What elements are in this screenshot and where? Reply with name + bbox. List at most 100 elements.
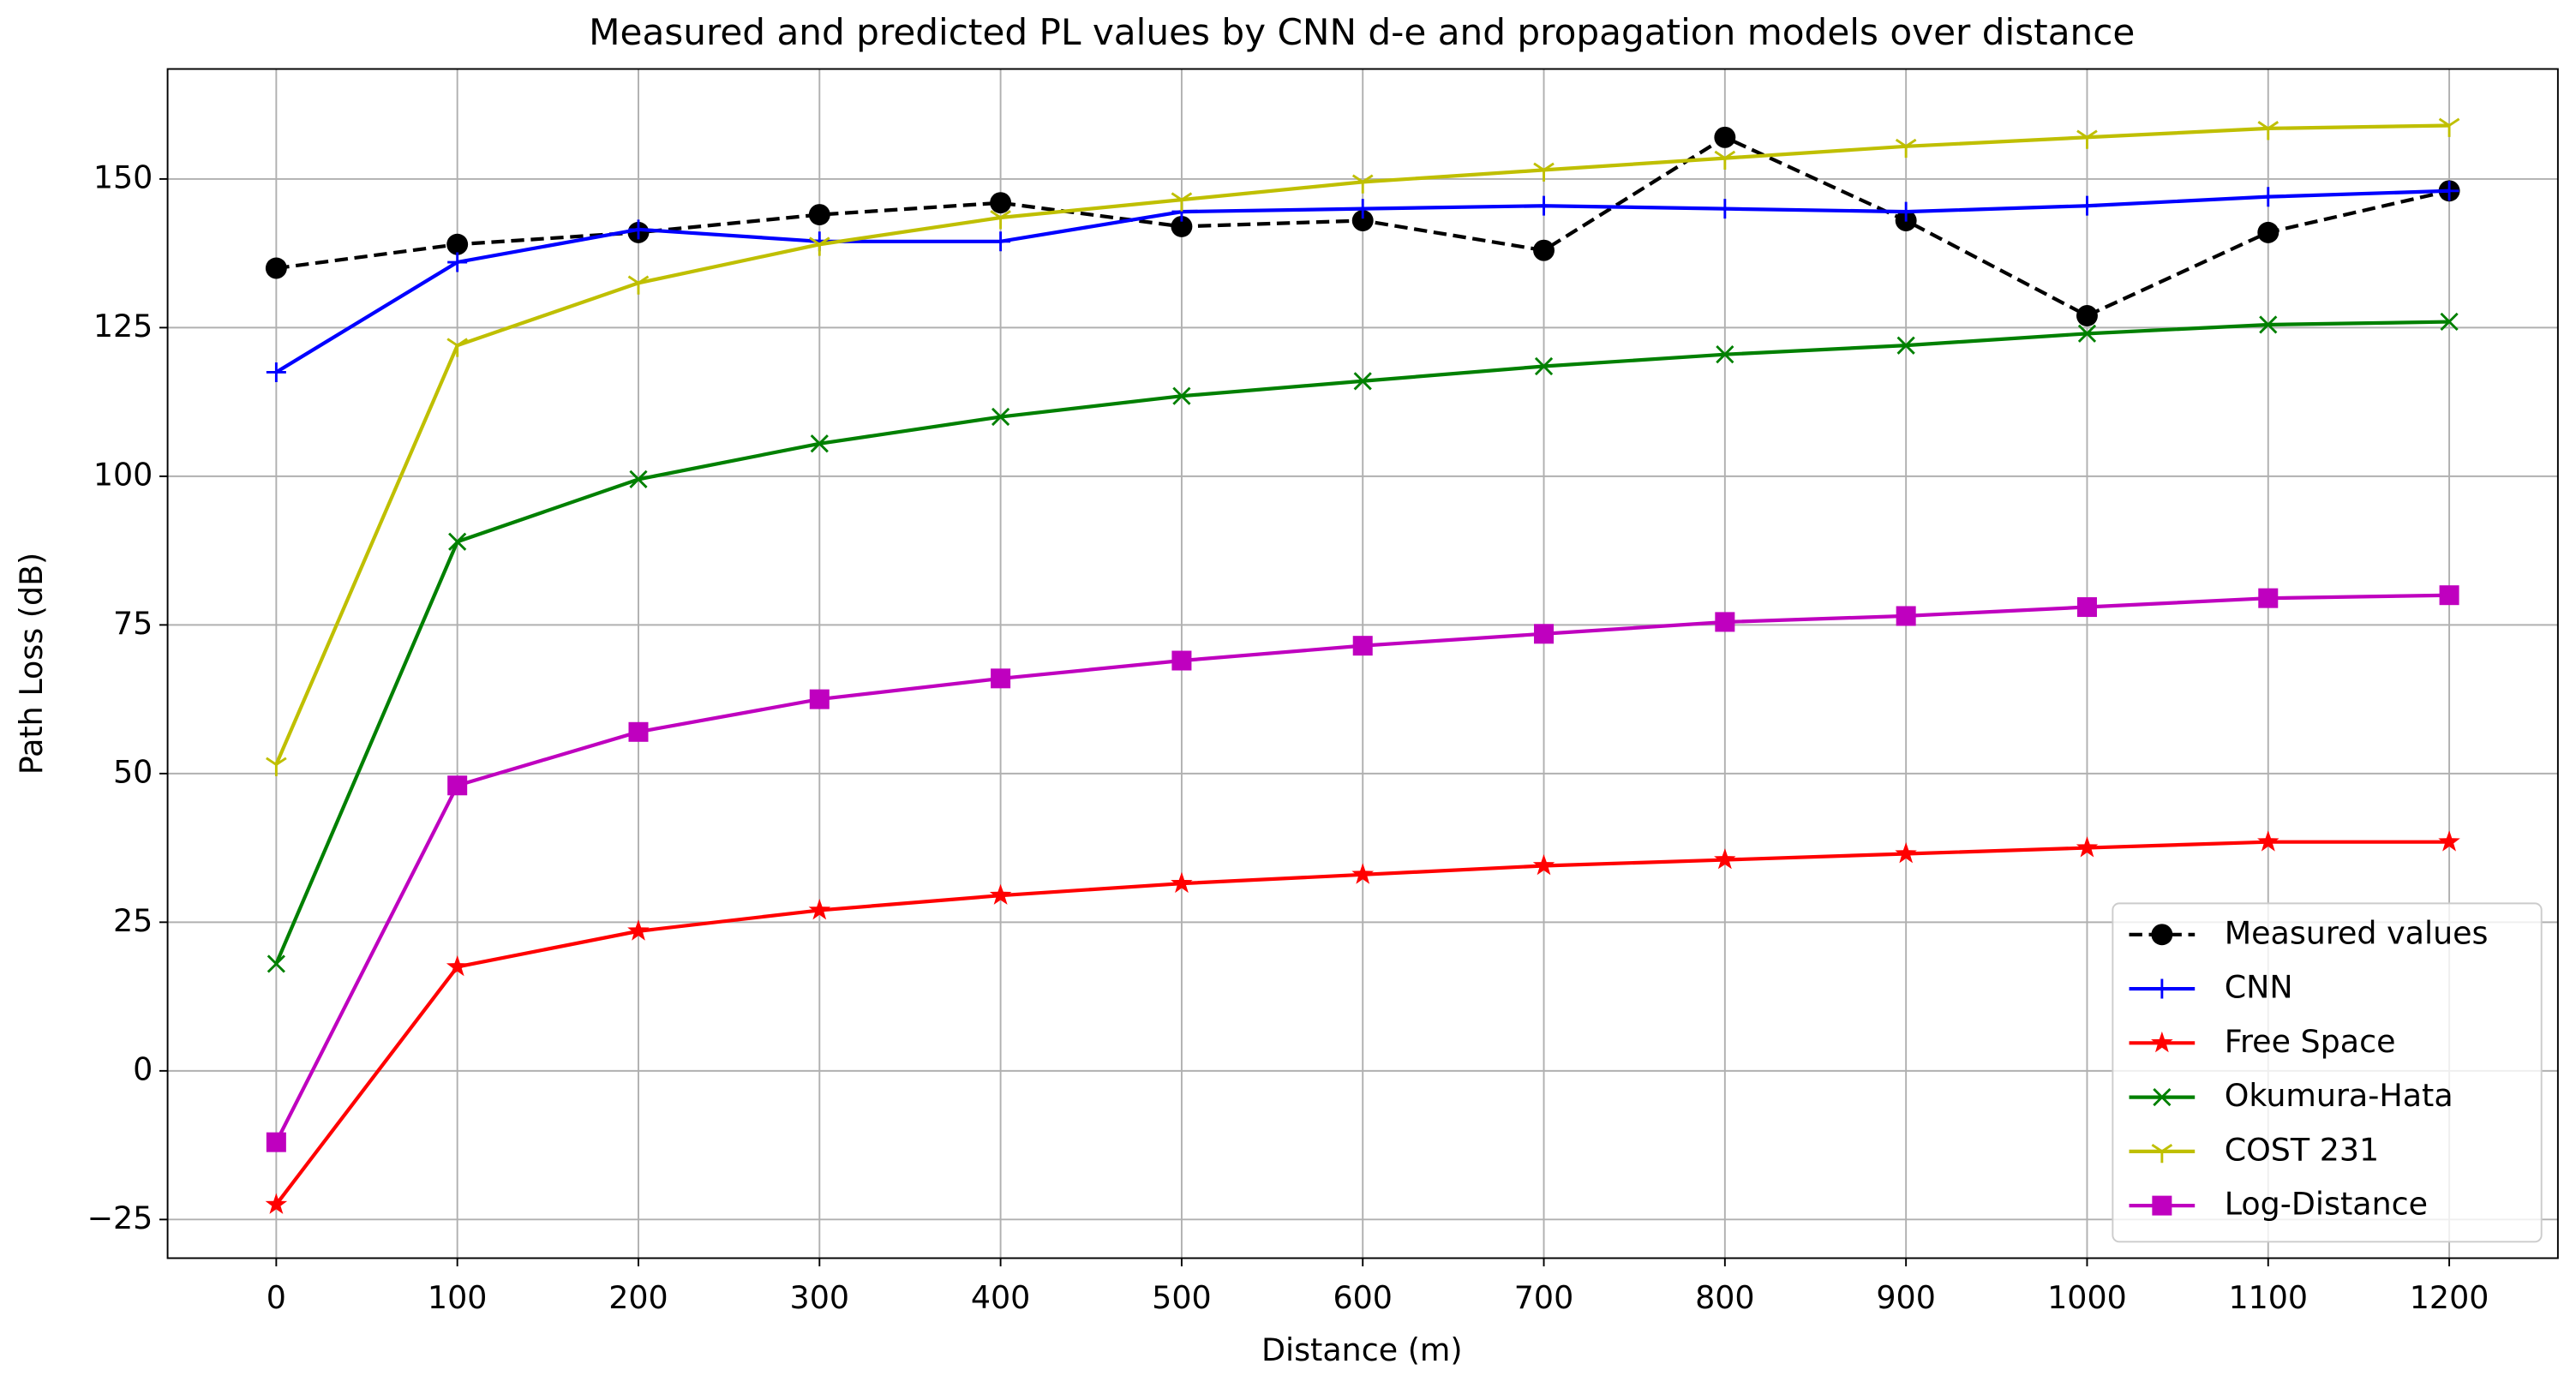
x-tick-label: 1000	[2047, 1279, 2127, 1316]
marker	[2076, 305, 2098, 326]
marker	[1171, 215, 1193, 237]
marker	[2438, 830, 2460, 852]
marker	[267, 954, 285, 973]
marker	[1716, 345, 1734, 364]
marker	[809, 689, 830, 709]
marker	[1714, 126, 1736, 148]
marker	[447, 252, 468, 272]
marker	[990, 192, 1012, 214]
marker	[1896, 606, 1916, 626]
x-tick-label: 800	[1695, 1279, 1755, 1316]
marker	[2440, 312, 2459, 332]
y-tick-label: 150	[93, 159, 153, 195]
marker	[628, 219, 649, 240]
legend-marker	[2151, 924, 2173, 946]
marker	[265, 1193, 288, 1214]
marker	[265, 257, 287, 279]
x-tick-label: 1200	[2410, 1279, 2489, 1316]
chart-title: Measured and predicted PL values by CNN …	[589, 11, 2135, 53]
marker	[1534, 195, 1555, 216]
marker	[446, 954, 469, 977]
y-axis-label: Path Loss (dB)	[13, 553, 50, 775]
legend-label: Log-Distance	[2225, 1186, 2428, 1223]
legend-label: Free Space	[2225, 1023, 2396, 1060]
y-tick-label: 75	[113, 605, 153, 642]
legend-marker	[2151, 1031, 2173, 1053]
marker	[447, 775, 468, 796]
marker	[808, 236, 830, 256]
legend-label: CNN	[2225, 969, 2293, 1006]
legend-marker	[2151, 1143, 2173, 1164]
marker	[1353, 372, 1372, 391]
marker	[991, 668, 1011, 689]
marker	[1715, 612, 1735, 632]
plot-frame	[166, 68, 2559, 1259]
marker	[989, 883, 1012, 905]
marker	[448, 532, 467, 551]
x-axis-label: Distance (m)	[1261, 1331, 1463, 1368]
legend-box	[2112, 902, 2543, 1243]
marker	[1533, 239, 1555, 261]
x-tick-label: 0	[267, 1279, 286, 1316]
x-tick-label: 700	[1514, 1279, 1574, 1316]
marker	[1172, 386, 1191, 405]
marker	[1171, 650, 1192, 671]
legend-marker	[2152, 1195, 2172, 1216]
marker	[2258, 588, 2279, 608]
x-tick-label: 500	[1152, 1279, 1212, 1316]
marker	[808, 899, 831, 920]
marker	[627, 919, 650, 941]
marker	[627, 275, 650, 295]
marker	[2076, 597, 2097, 618]
legend-label: Okumura-Hata	[2225, 1077, 2453, 1114]
y-tick-label: 50	[113, 753, 153, 790]
marker	[1532, 854, 1555, 876]
marker	[1351, 174, 1374, 194]
marker	[1896, 201, 1916, 222]
legend-marker	[2152, 978, 2172, 999]
marker	[628, 721, 649, 742]
marker	[2257, 830, 2279, 852]
marker	[1352, 636, 1373, 656]
marker	[2076, 129, 2098, 149]
marker	[446, 338, 468, 357]
marker	[1171, 871, 1193, 894]
marker	[2076, 195, 2097, 216]
legend-label: COST 231	[2225, 1131, 2379, 1168]
y-tick-label: 125	[93, 308, 153, 344]
marker	[2076, 836, 2099, 858]
x-tick-label: 100	[428, 1279, 488, 1316]
marker	[266, 1132, 286, 1152]
legend-label: Measured values	[2225, 914, 2489, 951]
x-tick-label: 600	[1333, 1279, 1392, 1316]
marker	[808, 204, 830, 225]
marker	[1714, 150, 1736, 171]
marker	[2259, 315, 2278, 334]
marker	[2257, 121, 2279, 141]
marker	[990, 210, 1011, 230]
marker	[446, 233, 469, 255]
marker	[810, 434, 829, 453]
marker	[266, 757, 287, 776]
y-tick-label: −25	[87, 1200, 153, 1236]
marker	[2439, 585, 2459, 606]
marker	[1534, 624, 1555, 644]
marker	[629, 470, 648, 488]
x-tick-label: 300	[790, 1279, 850, 1316]
marker	[1715, 199, 1735, 219]
legend: Measured values CNN Free Space Okumura-Hata…	[2112, 902, 2543, 1243]
marker	[1533, 162, 1555, 182]
marker	[1351, 863, 1375, 884]
marker	[991, 407, 1010, 427]
marker	[2077, 324, 2097, 343]
marker	[2257, 221, 2279, 243]
marker	[991, 231, 1011, 252]
marker	[1352, 199, 1373, 219]
y-tick-label: 25	[113, 902, 153, 939]
marker	[1896, 336, 1915, 355]
y-tick-label: 0	[133, 1050, 153, 1087]
marker	[1714, 848, 1736, 870]
y-tick-label: 100	[93, 456, 153, 493]
